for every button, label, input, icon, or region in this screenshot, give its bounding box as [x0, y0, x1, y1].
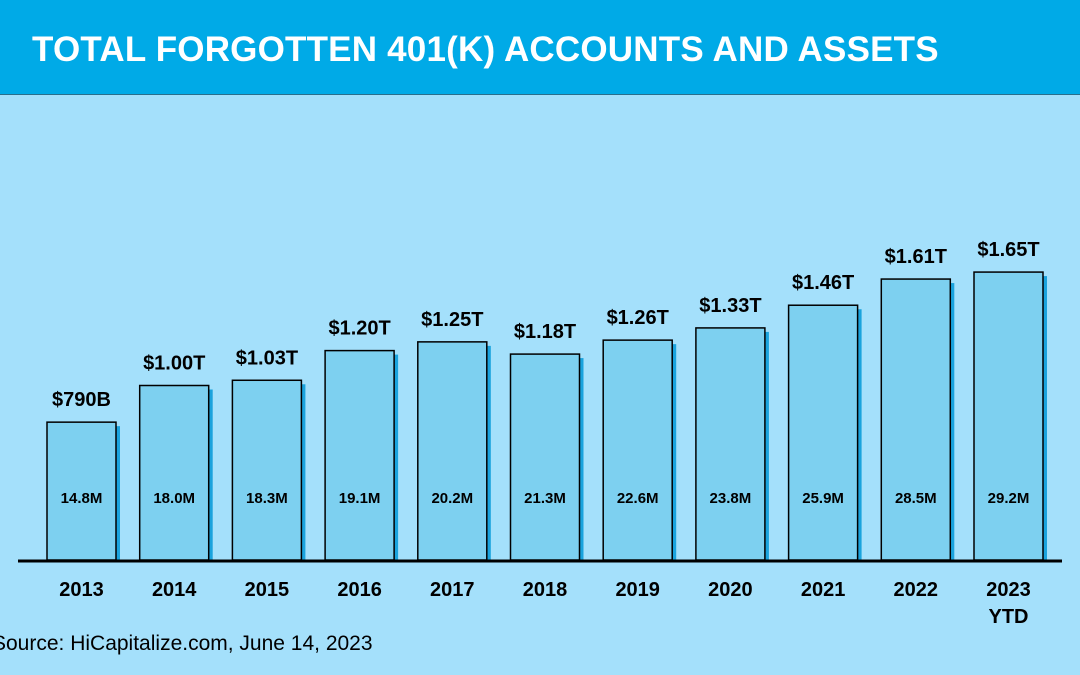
bar-value-label: $1.18T	[514, 321, 576, 343]
header-banner: TOTAL FORGOTTEN 401(K) ACCOUNTS AND ASSE…	[0, 0, 1080, 95]
bar	[417, 341, 488, 561]
bar	[880, 278, 952, 561]
bar-value-label: $1.25T	[421, 309, 483, 331]
bar-account-label: 21.3M	[524, 490, 566, 507]
bar-value-label: $1.61T	[885, 246, 947, 268]
bar-value-label: $1.03T	[236, 347, 298, 369]
x-tick-label: 2014	[152, 579, 197, 601]
x-tick-label: 2021	[801, 579, 846, 601]
x-tick-label: YTD	[989, 606, 1029, 628]
bar-value-label: $1.26T	[607, 307, 669, 329]
bar-account-label: 14.8M	[61, 490, 103, 507]
bar-value-label: $1.65T	[977, 239, 1039, 261]
bar-account-label: 18.3M	[246, 490, 288, 507]
bar-chart: $790B 14.8M 2013 $1.00T 18.0M 2014 $1.03T 18.3M…	[18, 239, 1062, 628]
bar-account-label: 23.8M	[710, 490, 752, 507]
bar-account-label: 20.2M	[431, 490, 473, 507]
x-tick-label: 2022	[894, 579, 939, 601]
bar	[324, 349, 395, 561]
bar	[602, 339, 673, 561]
bar	[787, 304, 859, 561]
x-tick-label: 2015	[245, 579, 290, 601]
bar	[138, 384, 210, 561]
bar-account-label: 19.1M	[339, 490, 381, 507]
x-tick-label: 2023	[986, 579, 1031, 601]
x-tick-label: 2019	[615, 579, 660, 601]
bar	[973, 271, 1044, 561]
x-tick-label: 2013	[59, 579, 104, 601]
x-tick-label: 2017	[430, 579, 475, 601]
chart-title: TOTAL FORGOTTEN 401(K) ACCOUNTS AND ASSE…	[32, 30, 939, 69]
bar-account-label: 25.9M	[802, 490, 844, 507]
bar-value-label: $1.00T	[143, 353, 205, 375]
bar-value-label: $1.33T	[699, 295, 761, 317]
x-tick-label: 2016	[337, 579, 382, 601]
bar-value-label: $1.20T	[328, 318, 390, 340]
bar	[695, 327, 766, 561]
bar-value-label: $790B	[52, 389, 111, 411]
bar-account-label: 18.0M	[153, 490, 195, 507]
bar-account-label: 29.2M	[988, 490, 1030, 507]
source-note: Source: HiCapitalize.com, June 14, 2023	[0, 632, 373, 655]
bar	[46, 421, 117, 561]
bar	[231, 379, 303, 561]
x-tick-label: 2020	[708, 579, 753, 601]
bar-account-label: 28.5M	[895, 490, 937, 507]
bar-value-label: $1.46T	[792, 272, 854, 294]
bar-account-label: 22.6M	[617, 490, 659, 507]
bar	[509, 353, 581, 561]
x-tick-label: 2018	[523, 579, 568, 601]
